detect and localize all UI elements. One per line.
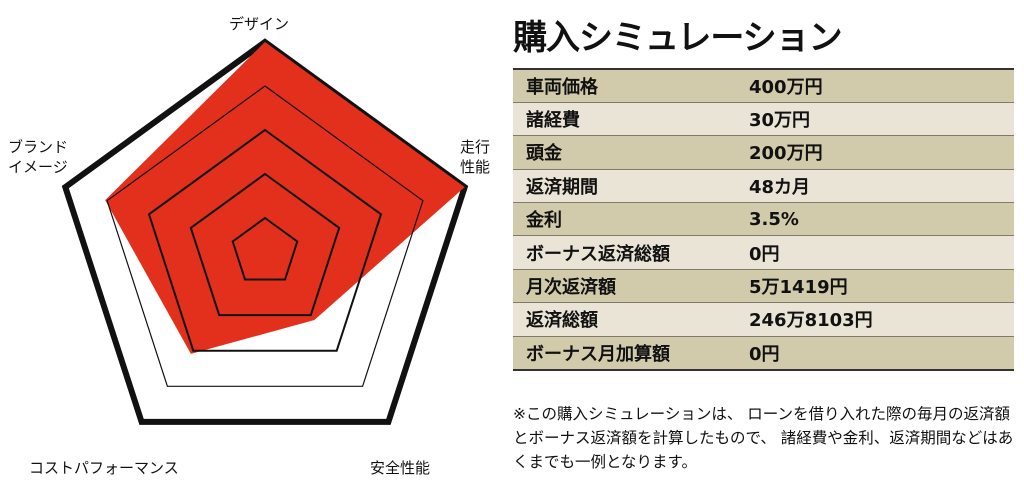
- row-value: 200万円: [736, 135, 1014, 170]
- axis-label-driving: 走行 性能: [460, 138, 491, 176]
- axis-label-safety: 安全性能: [370, 459, 431, 477]
- simulation-note: ※この購入シミュレーションは、 ローンを借り入れた際の毎月の返済額とボーナス返済…: [513, 405, 1014, 471]
- row-label: ボーナス月加算額: [513, 335, 736, 371]
- row-label: 車両価格: [513, 67, 736, 103]
- radar-chart: デザイン 走行 性能 安全性能 コストパフォーマンス ブランド イメージ: [0, 0, 500, 499]
- simulation-table: 車両価格 400万円 諸経費 30万円 頭金 200万円 返済期間 48カ月 金…: [513, 67, 1014, 371]
- radar-ring: [147, 128, 383, 352]
- radar-data-area: [105, 42, 465, 354]
- table-row: 返済総額 246万8103円: [513, 302, 1014, 337]
- simulation-title: 購入シミュレーション: [513, 18, 843, 58]
- table-row: ボーナス月加算額 0円: [513, 335, 1014, 371]
- axis-label-design: デザイン: [229, 15, 290, 33]
- row-label: ボーナス返済総額: [513, 235, 736, 270]
- row-value: 30万円: [736, 101, 1014, 137]
- table-row: 返済期間 48カ月: [513, 168, 1014, 204]
- table-row: 諸経費 30万円: [513, 101, 1014, 137]
- table-row: 金利 3.5%: [513, 202, 1014, 237]
- axis-label-brand: ブランド イメージ: [8, 138, 69, 176]
- radar-ring: [231, 216, 299, 281]
- table-row: 月次返済額 5万1419円: [513, 268, 1014, 304]
- row-value: 0円: [736, 335, 1014, 371]
- row-value: 3.5%: [736, 202, 1014, 237]
- row-value: 400万円: [736, 67, 1014, 103]
- radar-outer-frame: [61, 38, 469, 425]
- row-label: 返済期間: [513, 168, 736, 204]
- row-label: 返済総額: [513, 302, 736, 337]
- row-label: 諸経費: [513, 101, 736, 137]
- table-row: ボーナス返済総額 0円: [513, 235, 1014, 270]
- row-label: 金利: [513, 202, 736, 237]
- radar-ring: [189, 172, 341, 317]
- row-value: 48カ月: [736, 168, 1014, 204]
- table-row: 頭金 200万円: [513, 135, 1014, 170]
- table-row: 車両価格 400万円: [513, 67, 1014, 103]
- row-value: 246万8103円: [736, 302, 1014, 337]
- radar-svg: [61, 38, 469, 425]
- row-label: 頭金: [513, 135, 736, 170]
- row-value: 0円: [736, 235, 1014, 270]
- row-label: 月次返済額: [513, 268, 736, 304]
- row-value: 5万1419円: [736, 268, 1014, 304]
- axis-label-cost: コストパフォーマンス: [29, 459, 179, 477]
- radar-ring: [106, 85, 424, 387]
